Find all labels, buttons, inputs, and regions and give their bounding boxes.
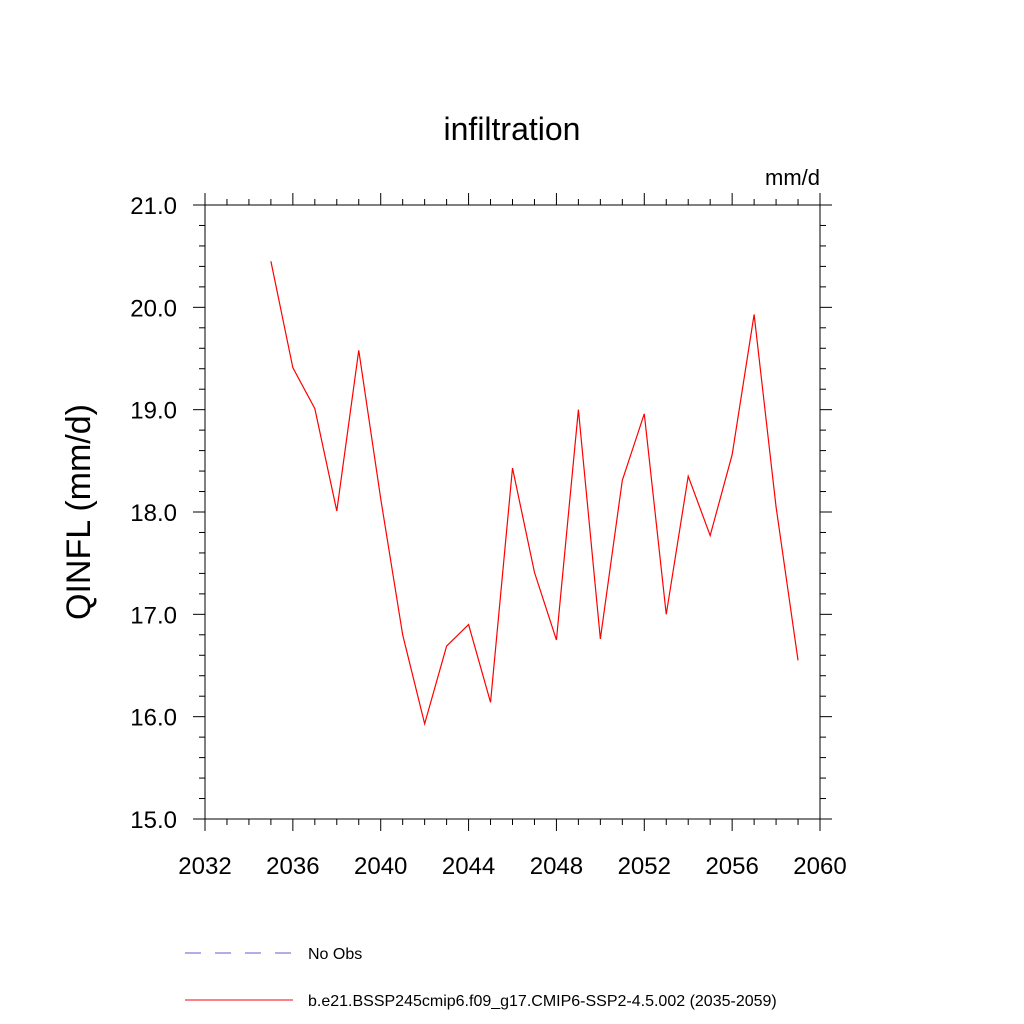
plot-frame [204, 204, 821, 820]
y-axis: 15.0 16.0 17.0 18.0 19.0 20.0 21.0 [130, 193, 832, 834]
x-tick-label: 2056 [705, 853, 758, 880]
x-axis: 2032 2036 2040 2044 2048 2052 2056 2060 [178, 193, 847, 880]
x-tick-label: 2060 [793, 853, 846, 880]
legend-label: No Obs [308, 946, 362, 963]
x-tick-label: 2036 [266, 853, 319, 880]
y-tick-label: 21.0 [130, 193, 177, 220]
series-line [270, 261, 799, 727]
y-tick-label: 17.0 [130, 602, 177, 629]
x-tick-label: 2032 [178, 853, 231, 880]
x-tick-label: 2052 [618, 853, 671, 880]
y-tick-label: 20.0 [130, 295, 177, 322]
legend: No Obs b.e21.BSSP245cmip6.f09_g17.CMIP6-S… [185, 946, 777, 1010]
y-tick-label: 15.0 [130, 807, 177, 834]
chart-title: infiltration [444, 111, 581, 147]
y-tick-label: 19.0 [130, 398, 177, 425]
legend-label: b.e21.BSSP245cmip6.f09_g17.CMIP6-SSP2-4.… [308, 993, 777, 1010]
y-tick-label: 18.0 [130, 500, 177, 527]
y-tick-label: 16.0 [130, 705, 177, 732]
x-tick-label: 2048 [530, 853, 583, 880]
units-label: mm/d [765, 165, 820, 190]
plot-border [204, 204, 821, 820]
series-layer [270, 261, 799, 727]
x-tick-label: 2044 [442, 853, 495, 880]
y-axis-label: QINFL (mm/d) [60, 404, 98, 620]
x-tick-label: 2040 [354, 853, 407, 880]
